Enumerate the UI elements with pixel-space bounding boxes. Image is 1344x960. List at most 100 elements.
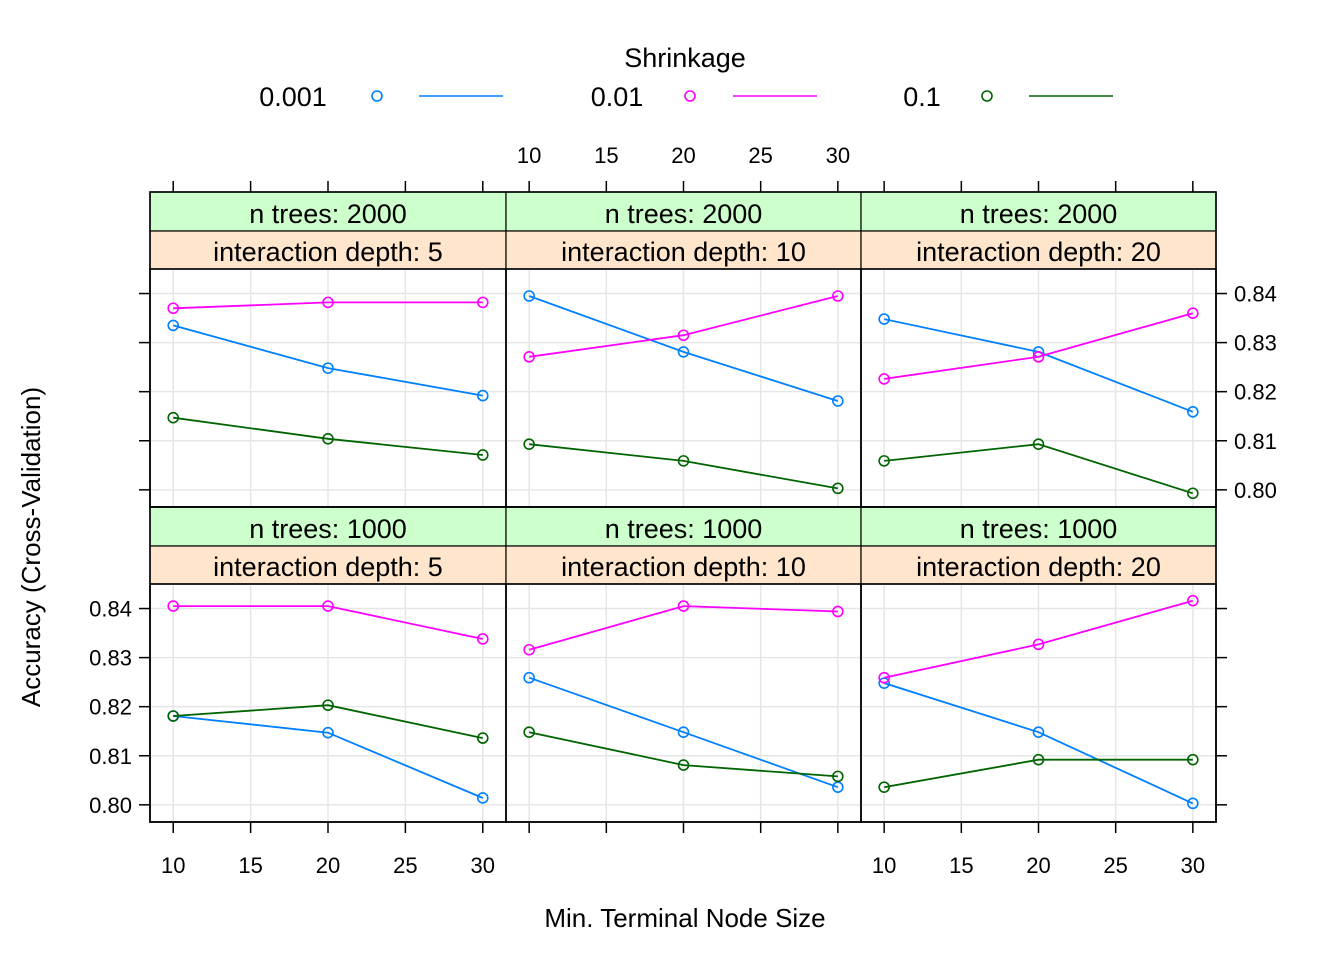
x-tick-label-bottom: 15	[238, 853, 262, 878]
strip-bottom-label: interaction depth: 10	[561, 552, 806, 582]
data-point-0.1	[878, 781, 890, 793]
data-point-0.1	[677, 455, 690, 467]
strip-top	[860, 506, 1217, 547]
axes: 10 15 20 25 30 10 15 20 25 30 10 15 20 25 30 0.80 0.81 0.…	[89, 143, 1277, 878]
series-line-0.01	[173, 301, 483, 310]
data-point-0.01	[523, 351, 535, 363]
y-tick-label-left: 0.81	[89, 744, 132, 769]
data-point-0.001	[1032, 726, 1045, 738]
y-tick-label-right: 0.84	[1234, 282, 1277, 307]
y-tick-label-right: 0.80	[1234, 478, 1277, 503]
legend-title: Shrinkage	[624, 43, 746, 73]
data-point-0.01	[832, 290, 844, 302]
series-line-0.01	[884, 312, 1194, 380]
series-line-0.01	[884, 599, 1194, 679]
data-point-0.1	[476, 449, 489, 461]
legend-label-0.01: 0.01	[591, 82, 644, 112]
data-point-0.01	[167, 302, 180, 315]
data-point-0.1	[476, 732, 489, 744]
data-point-0.001	[832, 395, 844, 407]
data-point-0.1	[167, 710, 180, 722]
data-point-0.01	[476, 633, 489, 645]
data-point-0.01	[1187, 307, 1199, 319]
grid	[150, 269, 506, 507]
data-point-0.01	[1187, 594, 1199, 607]
legend-marker-0.01	[684, 90, 696, 102]
data-point-0.001	[523, 290, 535, 302]
data-point-0.001	[322, 362, 334, 374]
x-tick-label-top: 20	[671, 143, 695, 168]
y-tick-label-right: 0.82	[1234, 380, 1277, 405]
x-tick-label-bottom: 20	[1026, 853, 1050, 878]
series-line-0.1	[884, 443, 1194, 495]
series-line-0.01	[173, 605, 483, 640]
strip-top-label: n trees: 1000	[605, 514, 763, 544]
grid	[150, 584, 506, 822]
data-point-0.01	[832, 605, 844, 618]
x-tick-label-top: 10	[517, 143, 541, 168]
data-point-0.1	[322, 432, 334, 445]
series-line-0.001	[528, 295, 839, 402]
data-point-0.01	[322, 600, 334, 612]
strip-bottom-label: interaction depth: 20	[916, 237, 1161, 267]
data-point-0.1	[832, 770, 844, 783]
data-point-0.001	[523, 671, 535, 684]
y-tick-label-right: 0.83	[1234, 331, 1277, 356]
x-tick-label-bottom: 25	[393, 853, 417, 878]
data-point-0.1	[167, 411, 180, 424]
data-point-0.01	[476, 296, 489, 309]
strip-bottom	[149, 545, 507, 585]
y-tick-label-right: 0.81	[1234, 429, 1277, 454]
data-point-0.01	[322, 296, 334, 309]
data-point-0.01	[523, 643, 535, 656]
legend-label-0.001: 0.001	[259, 82, 327, 112]
series-line-0.001	[528, 676, 839, 789]
x-axis-title: Min. Terminal Node Size	[544, 903, 825, 933]
data-point-0.1	[1032, 753, 1045, 766]
data-point-0.01	[677, 600, 690, 612]
data-point-0.01	[1032, 351, 1045, 363]
x-tick-label-bottom: 20	[316, 853, 340, 878]
x-tick-label-bottom: 10	[161, 853, 185, 878]
data-point-0.001	[677, 726, 690, 738]
series-line-0.001	[173, 715, 484, 799]
y-tick-label-left: 0.80	[89, 793, 132, 818]
data-point-0.01	[1032, 638, 1045, 651]
strip-bottom-label: interaction depth: 5	[213, 237, 443, 267]
data-point-0.001	[476, 792, 489, 804]
data-point-0.1	[523, 726, 535, 738]
legend: Shrinkage 0.001 0.01 0.1	[259, 43, 1113, 112]
strip-top-label: n trees: 1000	[249, 514, 407, 544]
series-line-0.01	[529, 295, 839, 358]
data-point-0.1	[523, 438, 535, 450]
strip-top-label: n trees: 2000	[249, 199, 407, 229]
data-point-0.01	[167, 600, 180, 612]
x-tick-label-bottom: 30	[471, 853, 495, 878]
panel-r0-c0: n trees: 2000 interaction depth: 5	[149, 191, 507, 508]
data-point-0.001	[322, 726, 334, 739]
series-line-0.001	[172, 324, 483, 397]
data-point-0.1	[1032, 438, 1045, 450]
y-tick-label-left: 0.82	[89, 695, 132, 720]
panel-r1-c2: n trees: 1000 interaction depth: 20	[860, 506, 1217, 823]
strip-top	[860, 191, 1217, 232]
grid	[861, 269, 1216, 507]
data-point-0.1	[322, 699, 334, 712]
data-point-0.01	[878, 373, 890, 385]
x-tick-label-top: 25	[748, 143, 772, 168]
strip-top-label: n trees: 1000	[960, 514, 1118, 544]
series-line-0.1	[529, 731, 838, 778]
series-line-0.1	[173, 416, 483, 456]
series-line-0.01	[528, 605, 838, 651]
strip-bottom-label: interaction depth: 5	[213, 552, 443, 582]
y-tick-label-left: 0.84	[89, 597, 132, 622]
data-point-0.01	[878, 671, 890, 684]
strip-bottom-label: interaction depth: 20	[916, 552, 1161, 582]
x-tick-label-bottom: 10	[872, 853, 896, 878]
data-point-0.1	[832, 482, 844, 495]
x-tick-label-top: 15	[594, 143, 618, 168]
data-point-0.01	[677, 329, 690, 342]
grid	[506, 269, 861, 507]
x-tick-label-bottom: 25	[1103, 853, 1127, 878]
